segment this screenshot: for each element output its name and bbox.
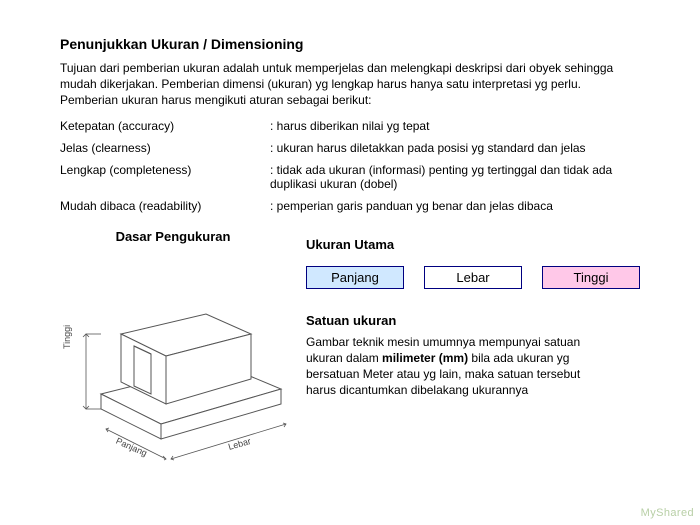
- def-desc: : harus diberikan nilai yg tepat: [270, 119, 640, 133]
- def-desc-text: harus diberikan nilai yg tepat: [277, 119, 430, 133]
- axis-label-tinggi: Tinggi: [62, 324, 72, 348]
- def-desc: : pemperian garis panduan yg benar dan j…: [270, 199, 640, 213]
- def-term: Ketepatan (accuracy): [60, 119, 270, 133]
- definition-list: Ketepatan (accuracy) : harus diberikan n…: [60, 119, 640, 213]
- dimension-buttons: Panjang Lebar Tinggi: [306, 266, 640, 289]
- def-desc: : tidak ada ukuran (informasi) penting y…: [270, 163, 640, 191]
- def-term: Jelas (clearness): [60, 141, 270, 155]
- satuan-bold: milimeter (mm): [382, 351, 468, 365]
- def-desc-text: pemperian garis panduan yg benar dan jel…: [277, 199, 553, 213]
- def-term: Mudah dibaca (readability): [60, 199, 270, 213]
- right-heading: Ukuran Utama: [306, 237, 640, 252]
- satuan-title: Satuan ukuran: [306, 313, 640, 328]
- page-title: Penunjukkan Ukuran / Dimensioning: [60, 36, 640, 52]
- lebar-button[interactable]: Lebar: [424, 266, 522, 289]
- watermark: MyShared: [641, 507, 694, 519]
- def-desc-text: tidak ada ukuran (informasi) penting yg …: [270, 163, 612, 191]
- def-desc: : ukuran harus diletakkan pada posisi yg…: [270, 141, 640, 155]
- intro-text: Tujuan dari pemberian ukuran adalah untu…: [60, 60, 640, 109]
- satuan-text: Gambar teknik mesin umumnya mempunyai sa…: [306, 334, 606, 399]
- def-desc-text: ukuran harus diletakkan pada posisi yg s…: [277, 141, 586, 155]
- tinggi-button[interactable]: Tinggi: [542, 266, 640, 289]
- panjang-button[interactable]: Panjang: [306, 266, 404, 289]
- isometric-diagram: Tinggi Panjang Lebar: [60, 254, 286, 464]
- def-term: Lengkap (completeness): [60, 163, 270, 191]
- left-heading: Dasar Pengukuran: [60, 229, 286, 244]
